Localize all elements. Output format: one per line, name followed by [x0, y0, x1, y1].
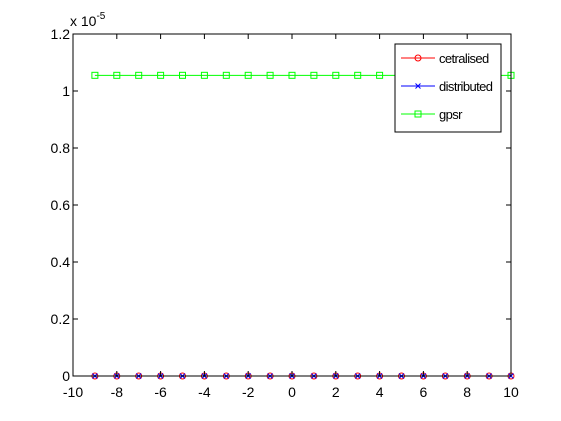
x-tick-label: -8: [111, 384, 124, 400]
data-point: [376, 71, 384, 79]
legend-marker: [414, 110, 422, 118]
legend-marker: [415, 83, 421, 89]
x-tick-label: 2: [332, 384, 340, 400]
data-point: [266, 71, 274, 79]
y-tick-label: 1.2: [51, 26, 71, 42]
data-point: [288, 71, 296, 79]
x-tick-label: -2: [242, 384, 255, 400]
data-point: [91, 71, 99, 79]
legend-item: distributed: [401, 79, 493, 94]
data-point: [113, 71, 121, 79]
data-point: [310, 71, 318, 79]
x-tick-label: -10: [63, 384, 83, 400]
x-tick-label: 8: [463, 384, 471, 400]
data-point: [354, 71, 362, 79]
legend-box: [394, 43, 502, 133]
legend-label: distributed: [439, 79, 493, 94]
y-axis: 0 0.2 0.4 0.6 0.8 1 1.2: [51, 26, 511, 384]
data-point: [222, 71, 230, 79]
data-point: [332, 71, 340, 79]
legend-item: gpsr: [401, 107, 464, 122]
y-tick-label: 1: [62, 83, 70, 99]
x-axis: -10 -8 -6 -4 -2 0 2 4 6 8 10: [63, 34, 519, 400]
x-tick-label: 4: [376, 384, 384, 400]
legend-label: cetralised: [439, 51, 489, 66]
y-tick-label: 0.2: [51, 311, 71, 327]
data-point: [179, 71, 186, 79]
x-tick-label: 6: [420, 384, 428, 400]
legend-marker: [414, 54, 422, 62]
y-tick-label: 0.8: [51, 140, 71, 156]
data-point: [157, 71, 165, 79]
data-point: [244, 71, 252, 79]
y-tick-label: 0: [62, 368, 70, 384]
legend-label: gpsr: [439, 107, 463, 122]
x-tick-label: -6: [154, 384, 167, 400]
y-scale-multiplier: x 10-5: [70, 11, 106, 29]
legend: cetralised distributed gpsr: [394, 43, 502, 133]
y-tick-label: 0.4: [51, 254, 71, 270]
legend-item: cetralised: [401, 51, 490, 66]
x-tick-label: -4: [198, 384, 211, 400]
y-tick-label: 0.6: [51, 197, 71, 213]
x-tick-label: 10: [503, 384, 519, 400]
x-tick-label: 0: [288, 384, 296, 400]
data-point: [200, 71, 208, 79]
data-point: [135, 71, 143, 79]
